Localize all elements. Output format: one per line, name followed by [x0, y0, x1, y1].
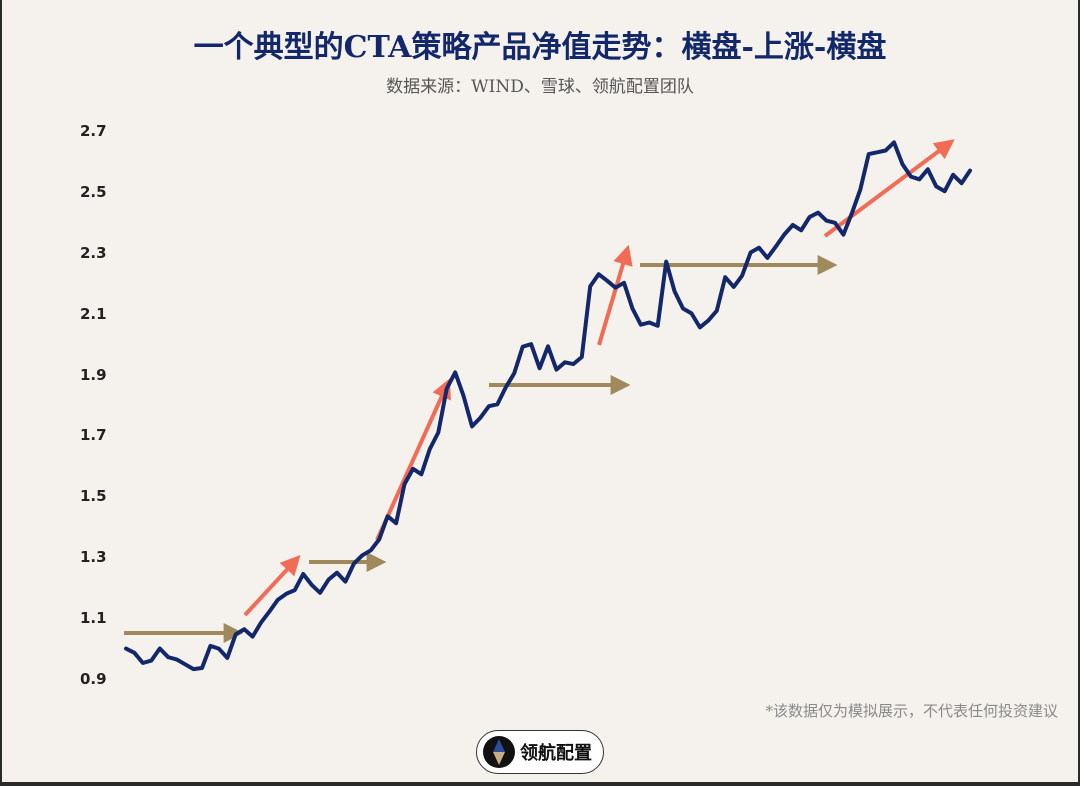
y-tick-label: 1.1: [80, 609, 107, 628]
y-tick-label: 2.7: [80, 122, 107, 140]
chart-subtitle: 数据来源：WIND、雪球、领航配置团队: [386, 77, 694, 97]
y-tick-label: 1.5: [80, 487, 107, 506]
y-tick-label: 1.3: [80, 548, 107, 567]
y-tick-label: 1.9: [80, 365, 107, 384]
nav-line: [124, 140, 972, 672]
y-tick-label: 2.1: [80, 304, 107, 323]
uptrend-arrow: [597, 244, 633, 346]
y-tick-label: 1.7: [80, 426, 107, 445]
brand-name: 领航配置: [520, 743, 592, 764]
y-tick-label: 2.5: [80, 182, 107, 201]
chart-title: 一个典型的CTA策略产品净值走势：横盘-上涨-横盘: [193, 30, 887, 65]
uptrend-arrow: [243, 554, 301, 617]
y-tick-label: 2.3: [80, 243, 107, 262]
brand-logo: 领航配置: [476, 730, 604, 774]
disclaimer-text: *该数据仅为模拟展示，不代表任何投资建议: [765, 702, 1058, 720]
compass-icon: [483, 736, 515, 768]
y-tick-label: 0.9: [80, 670, 107, 688]
uptrend-arrow: [823, 139, 955, 238]
